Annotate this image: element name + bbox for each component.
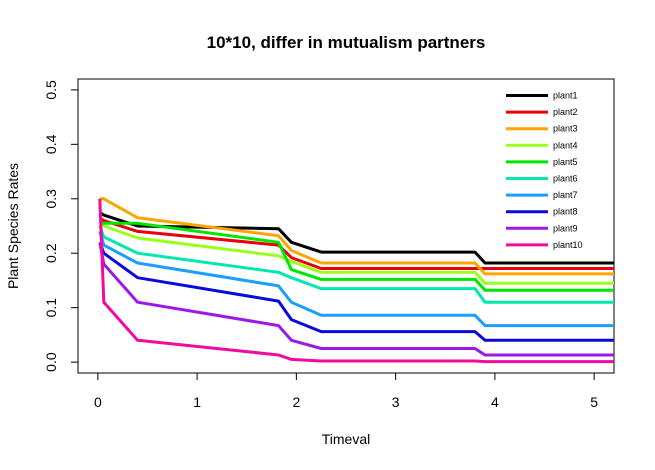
series-line-plant6 <box>98 225 614 304</box>
y-tick-label: 0.3 <box>43 189 59 209</box>
legend: plant1 plant2 plant3 plant4 plant5 plant6 plan… <box>506 91 583 250</box>
legend-label-plant10: plant10 <box>553 240 583 250</box>
series-line-plant9 <box>98 242 614 357</box>
x-axis-label: Timeval <box>322 431 371 447</box>
series-line-plant1 <box>98 211 614 265</box>
chart-title: 10*10, differ in mutualism partners <box>207 33 486 52</box>
y-tick-label: 0.4 <box>43 134 59 154</box>
y-axis-label: Plant Species Rates <box>5 163 21 289</box>
legend-label-plant4: plant4 <box>553 140 578 150</box>
x-tick-label: 2 <box>292 394 300 410</box>
series-line-plant4 <box>98 219 614 285</box>
x-tick-label: 1 <box>193 394 201 410</box>
x-tick-label: 4 <box>491 394 499 410</box>
legend-label-plant8: plant8 <box>553 207 578 217</box>
plot-frame <box>77 78 615 374</box>
legend-label-plant6: plant6 <box>553 174 578 184</box>
y-tick-label: 0.2 <box>43 243 59 263</box>
y-tick-label: 0.1 <box>43 298 59 318</box>
legend-label-plant2: plant2 <box>553 107 578 117</box>
series-line-plant5 <box>99 221 614 292</box>
y-tick-label: 0.0 <box>43 352 59 372</box>
series-line-plant3 <box>99 197 614 276</box>
y-axis: 0.0 0.1 0.2 0.3 0.4 0.5 <box>43 80 78 372</box>
legend-label-plant9: plant9 <box>553 223 578 233</box>
x-tick-label: 0 <box>94 394 102 410</box>
series-line-plant8 <box>98 241 614 342</box>
x-tick-label: 3 <box>392 394 400 410</box>
x-tick-label: 5 <box>590 394 598 410</box>
x-axis: 0 1 2 3 4 5 <box>94 373 598 410</box>
legend-label-plant7: plant7 <box>553 190 578 200</box>
y-tick-label: 0.5 <box>43 80 59 100</box>
series-line-plant7 <box>98 230 614 328</box>
series-layer <box>98 197 614 364</box>
legend-label-plant1: plant1 <box>553 91 578 101</box>
series-line-plant10 <box>98 198 614 364</box>
legend-label-plant5: plant5 <box>553 157 578 167</box>
legend-label-plant3: plant3 <box>553 124 578 134</box>
